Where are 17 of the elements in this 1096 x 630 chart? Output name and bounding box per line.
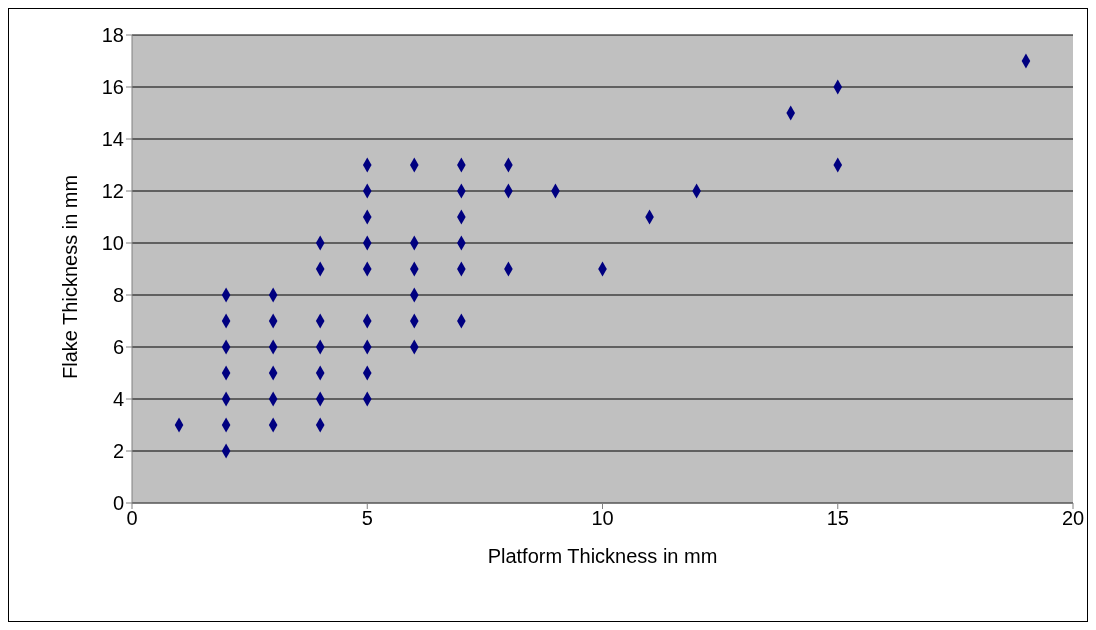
y-tick-label: 4 <box>112 388 124 411</box>
y-tick-label: 16 <box>101 76 124 99</box>
y-tick-label: 18 <box>101 24 124 47</box>
x-tick-label: 0 <box>126 507 138 530</box>
y-tick-label: 6 <box>112 336 124 359</box>
y-axis-title: Flake Thickness in mm <box>59 174 82 379</box>
y-tick-label: 2 <box>112 440 124 463</box>
x-axis-title: Platform Thickness in mm <box>487 545 718 567</box>
y-tick-label: 12 <box>101 180 124 203</box>
y-tick-label: 14 <box>101 128 124 151</box>
y-tick-label: 0 <box>112 492 124 515</box>
x-tick-label: 5 <box>361 507 373 530</box>
x-tick-label: 10 <box>591 507 614 530</box>
y-tick-label: 10 <box>101 232 124 255</box>
y-tick-label: 8 <box>112 284 124 307</box>
x-tick-label: 20 <box>1061 507 1085 530</box>
x-tick-label: 15 <box>826 507 849 530</box>
